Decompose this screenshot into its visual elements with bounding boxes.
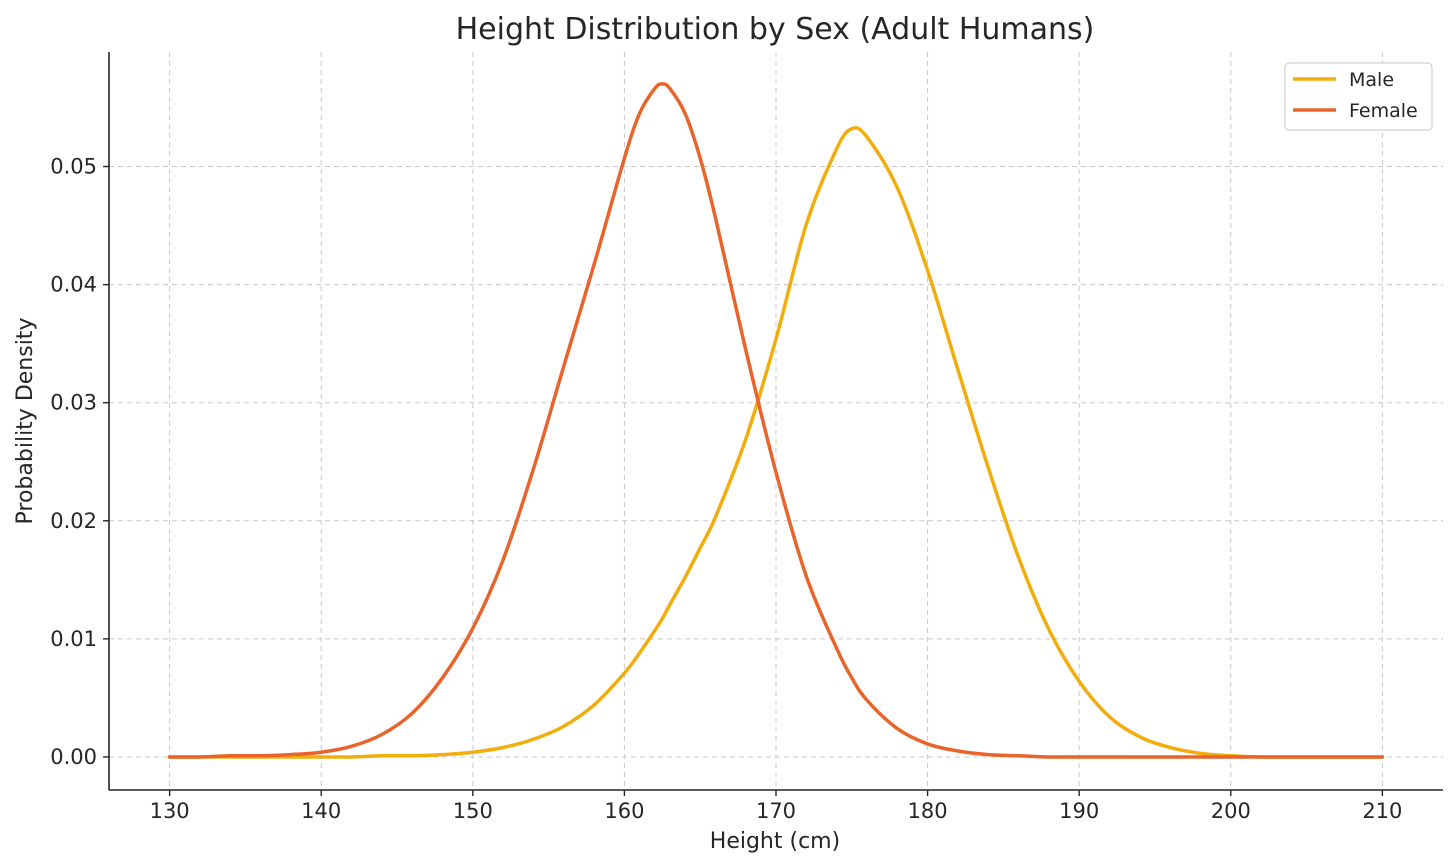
legend: Male Female bbox=[1284, 62, 1433, 131]
x-tick-label: 180 bbox=[908, 799, 948, 823]
legend-label-male: Male bbox=[1349, 69, 1394, 91]
tick-labels: 130 140 150 160 170 180 190 200 210 0.00 0.01 0.02 0… bbox=[50, 155, 1402, 823]
series-line-female bbox=[167, 82, 1385, 759]
grid bbox=[109, 52, 1443, 790]
y-tick-label: 0.05 bbox=[50, 155, 97, 179]
x-tick-label: 170 bbox=[756, 799, 796, 823]
y-tick-label: 0.00 bbox=[50, 745, 97, 769]
y-tick-label: 0.02 bbox=[50, 509, 97, 533]
x-axis-label: Height (cm) bbox=[710, 829, 840, 854]
x-tick-label: 130 bbox=[150, 799, 190, 823]
y-tick-label: 0.01 bbox=[50, 627, 97, 651]
series-line-male bbox=[167, 126, 1385, 759]
x-tick-label: 150 bbox=[453, 799, 493, 823]
x-tick-label: 200 bbox=[1211, 799, 1251, 823]
chart-title: Height Distribution by Sex (Adult Humans… bbox=[456, 12, 1095, 47]
y-tick-label: 0.03 bbox=[50, 391, 97, 415]
series-lines bbox=[167, 82, 1385, 759]
x-tick-label: 210 bbox=[1362, 799, 1402, 823]
x-tick-label: 140 bbox=[301, 799, 341, 823]
y-axis-label: Probability Density bbox=[13, 318, 38, 525]
x-tick-label: 190 bbox=[1059, 799, 1099, 823]
x-tick-label: 160 bbox=[604, 799, 644, 823]
y-tick-label: 0.04 bbox=[50, 273, 97, 297]
legend-label-female: Female bbox=[1349, 100, 1418, 122]
